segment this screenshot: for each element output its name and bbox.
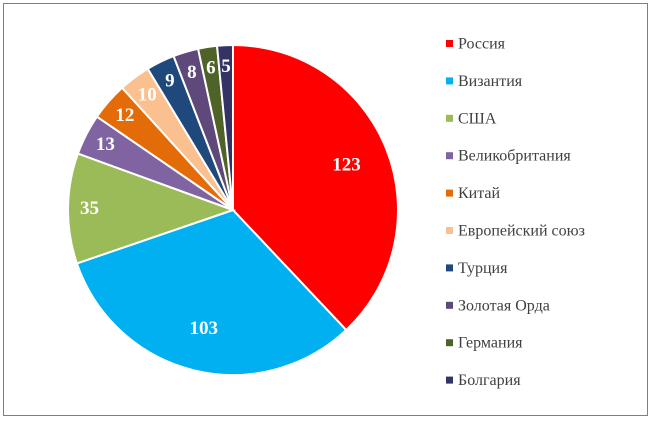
legend: Россия Византия США Великобритания Китай Евро… — [446, 36, 585, 389]
legend-label-2: США — [458, 110, 497, 127]
legend-swatch-3 — [446, 152, 453, 160]
legend-label-6: Турция — [458, 260, 508, 277]
legend-label-1: Византия — [458, 73, 523, 90]
slice-value-label-8: 6 — [206, 58, 216, 79]
legend-label-8: Германия — [458, 335, 523, 352]
legend-label-4: Китай — [458, 185, 501, 202]
pie-slice-9 — [215, 43, 234, 211]
legend-swatch-6 — [446, 264, 453, 272]
legend-swatch-8 — [446, 339, 453, 347]
slice-value-label-3: 13 — [96, 134, 115, 155]
slice-value-label-9: 5 — [221, 56, 231, 77]
legend-swatch-5 — [446, 227, 453, 234]
slice-value-label-2: 35 — [80, 198, 99, 219]
slice-value-label-1: 103 — [189, 318, 218, 339]
legend-swatch-2 — [446, 114, 453, 122]
slice-value-label-4: 12 — [115, 105, 134, 126]
legend-label-5: Европейский союз — [458, 223, 585, 240]
legend-label-0: Россия — [458, 36, 506, 53]
legend-swatch-9 — [446, 376, 453, 384]
legend-swatch-0 — [446, 40, 453, 47]
legend-swatch-1 — [446, 77, 453, 85]
slice-value-label-0: 123 — [332, 154, 361, 175]
pie-slice-2 — [67, 152, 237, 265]
legend-label-3: Великобритания — [458, 148, 571, 165]
pie-slice-0 — [232, 43, 399, 332]
legend-label-7: Золотая Орда — [458, 297, 550, 314]
slice-value-label-6: 9 — [165, 71, 175, 92]
pie-slices — [67, 43, 399, 376]
slice-value-label-7: 8 — [187, 62, 197, 83]
pie-slice-1 — [75, 208, 348, 376]
legend-label-9: Болгария — [458, 372, 521, 389]
legend-swatch-7 — [446, 301, 453, 309]
slice-value-label-5: 10 — [138, 84, 157, 105]
legend-swatch-4 — [446, 189, 453, 197]
